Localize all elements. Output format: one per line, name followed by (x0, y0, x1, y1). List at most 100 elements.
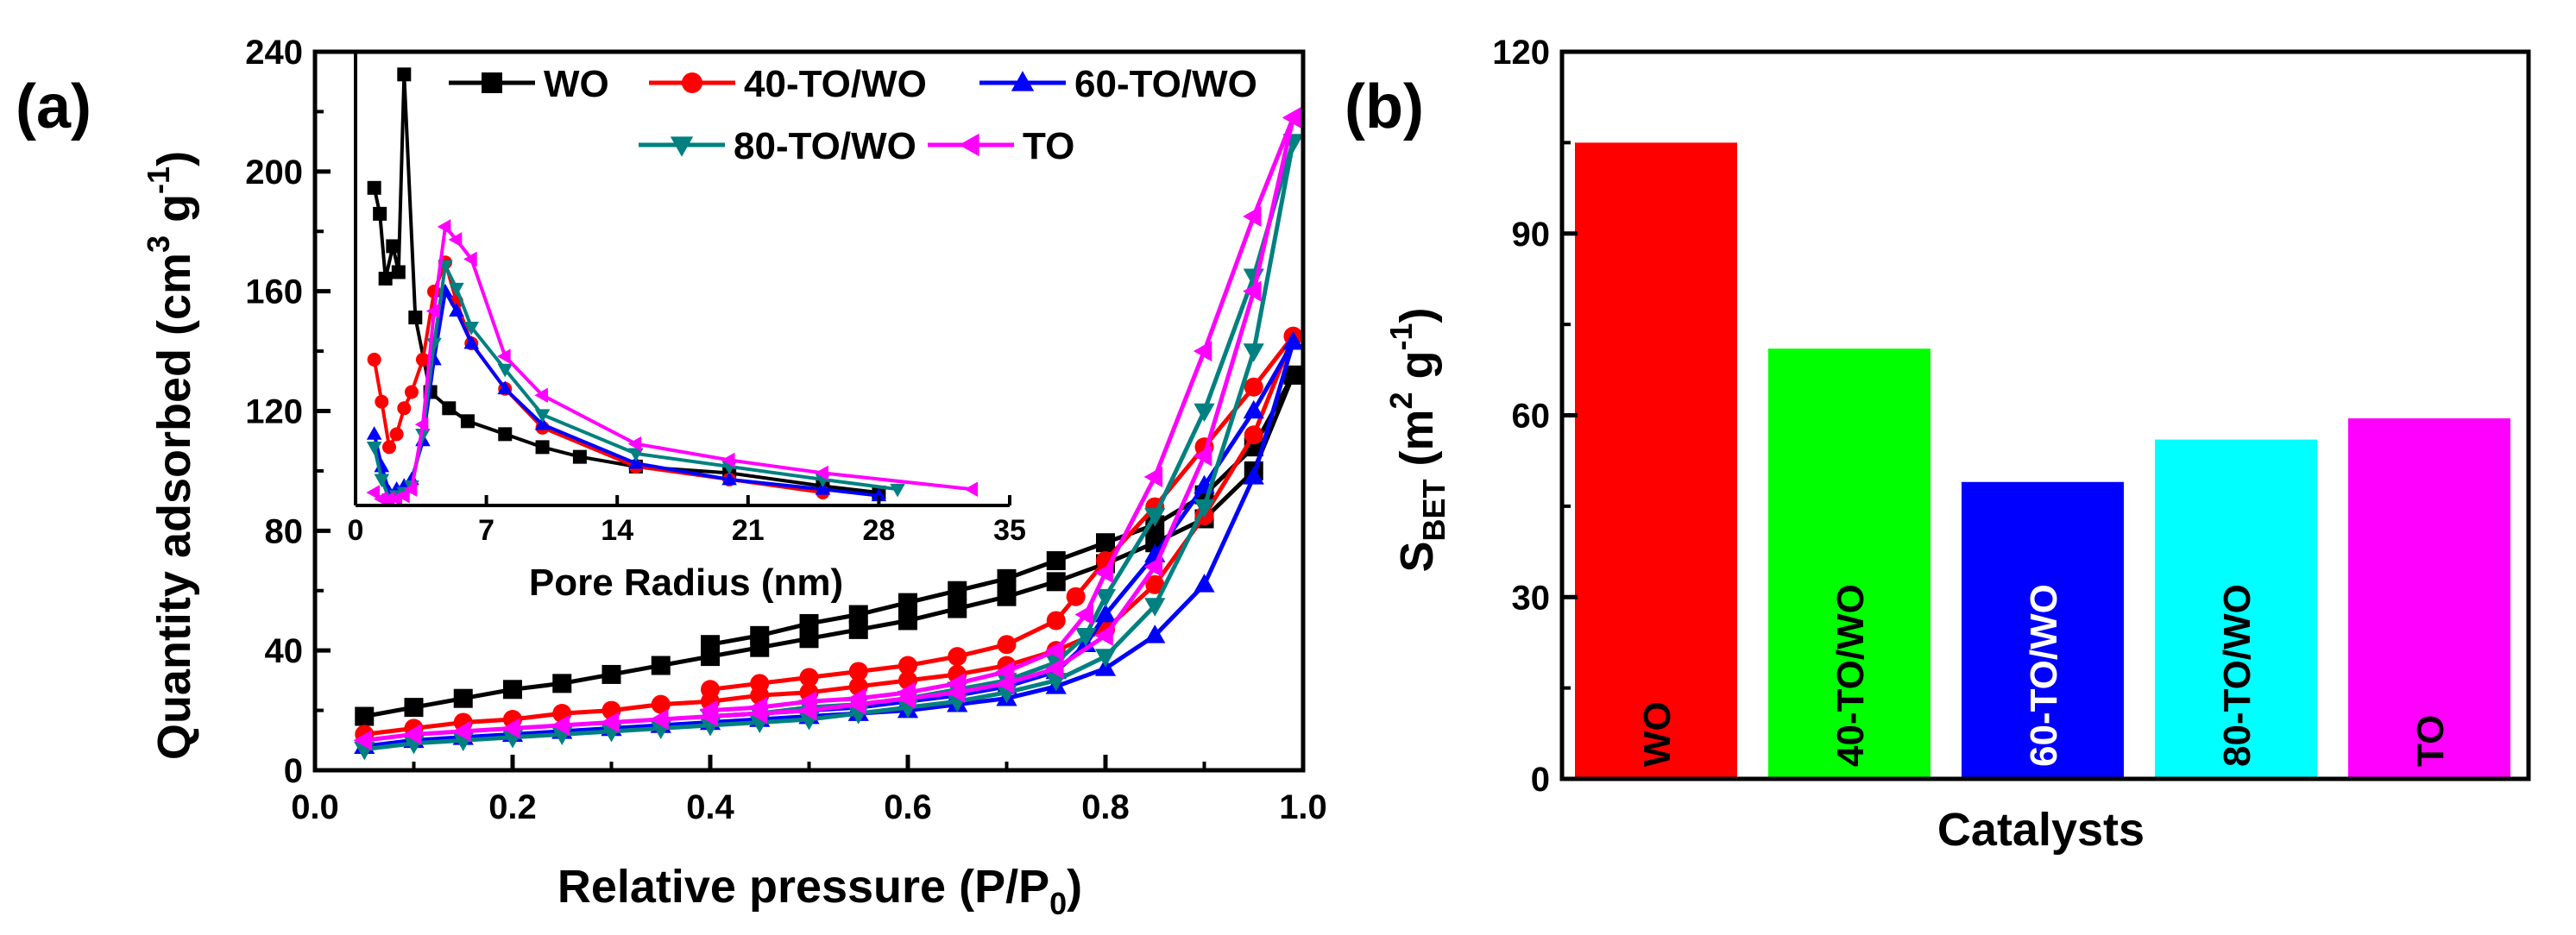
data-point-TO (1243, 280, 1262, 302)
data-point-WO (355, 706, 375, 726)
panel-a-legend: WO 40-TO/WO 60-TO/WO 80-TO/WO TO (449, 63, 1257, 167)
inset-point-TO (403, 481, 418, 498)
inset-point-40-TO/WO (375, 394, 389, 409)
inset-point-WO (442, 401, 457, 416)
data-point-TO (501, 718, 520, 739)
y-tick-label: 200 (245, 154, 303, 191)
data-point-WO (799, 613, 819, 633)
bar-rect (1575, 142, 1737, 779)
inset-point-60-TO/WO (815, 481, 831, 495)
data-point-TO (1045, 640, 1064, 662)
data-point-TO (797, 691, 817, 712)
inset-point-80-TO/WO (628, 448, 644, 462)
x-tick-label: 0.6 (884, 788, 932, 826)
data-point-WO (1046, 551, 1066, 571)
panel-a-xlabel: Relative pressure (P/P0) (557, 861, 1082, 921)
data-point-WO (750, 625, 770, 645)
inset-x-tick-label: 0 (348, 514, 364, 547)
data-point-WO (898, 611, 917, 631)
data-point-60-TO/WO (1094, 603, 1117, 623)
legend-label: 80-TO/WO (734, 125, 916, 167)
data-point-40-TO/WO (848, 662, 868, 681)
legend-item-WO: WO (449, 63, 609, 105)
y-tick-label: 240 (245, 34, 303, 72)
bar-label: 60-TO/WO (2023, 584, 2065, 767)
data-point-40-TO/WO (651, 694, 671, 714)
data-point-TO (353, 730, 373, 751)
inset-point-80-TO/WO (449, 282, 464, 297)
panel-b-tag: (b) (1345, 72, 1424, 141)
inset-point-40-TO/WO (389, 427, 404, 442)
data-point-60-TO/WO (1194, 574, 1215, 593)
inset-point-TO (964, 481, 979, 498)
y-tick-label: 0 (1531, 761, 1550, 799)
y-tick-label: 160 (245, 273, 303, 311)
data-point-80-TO/WO (1243, 343, 1264, 362)
legend-item-TO: TO (928, 125, 1074, 167)
adsorption-line-80-TO/WO (364, 141, 1295, 752)
legend-item-80-TO/WO: 80-TO/WO (639, 125, 916, 167)
data-point-TO (402, 724, 422, 745)
inset-point-TO (414, 417, 429, 432)
legend-marker (1011, 71, 1035, 91)
data-point-40-TO/WO (1244, 425, 1263, 445)
bar-WO: WO (1575, 142, 1737, 779)
inset-point-80-TO/WO (497, 363, 513, 378)
data-point-TO (1143, 555, 1163, 578)
y-tick-label: 90 (1512, 216, 1551, 254)
inset-background (356, 48, 1010, 505)
data-point-TO (452, 720, 471, 742)
bar-rect (2348, 418, 2510, 779)
panel-b-xlabel: Catalysts (1937, 804, 2145, 856)
inset-point-TO (381, 491, 395, 507)
inset-point-80-TO/WO (366, 441, 382, 455)
inset-point-WO (535, 440, 550, 455)
bar-60-TO/WO: 60-TO/WO (1962, 481, 2124, 779)
bar-TO: TO (2348, 418, 2510, 779)
inset-point-WO (498, 427, 513, 442)
bar-label: WO (1636, 701, 1678, 767)
data-point-80-TO/WO (1094, 588, 1117, 608)
data-point-WO (453, 688, 473, 708)
inset-point-WO (408, 311, 423, 325)
data-point-WO (552, 674, 572, 693)
data-point-40-TO/WO (1145, 574, 1165, 594)
legend-label: WO (544, 63, 609, 105)
panel-b-ylabel: SBET (m2 g-1) (1383, 307, 1452, 572)
data-point-40-TO/WO (948, 647, 967, 667)
legend-marker (670, 136, 694, 157)
data-point-TO (1094, 562, 1113, 584)
y-tick-label: 120 (245, 393, 303, 431)
inset-point-60-TO/WO (463, 335, 480, 349)
data-point-80-TO/WO (1144, 508, 1166, 527)
data-point-80-TO/WO (1194, 403, 1215, 423)
inset-x-tick-label: 7 (478, 514, 494, 547)
data-point-TO (1094, 624, 1113, 646)
inset-point-WO (367, 180, 381, 195)
inset-point-80-TO/WO (374, 474, 390, 488)
data-point-WO (701, 635, 720, 655)
y-tick-label: 0 (284, 752, 303, 790)
data-point-TO (1074, 604, 1093, 625)
data-point-80-TO/WO (1075, 628, 1097, 647)
legend-label: 60-TO/WO (1074, 63, 1257, 105)
y-tick-label: 40 (265, 632, 304, 670)
legend-item-40-TO/WO: 40-TO/WO (649, 63, 927, 105)
data-point-TO (551, 714, 570, 737)
data-point-TO (1143, 466, 1163, 487)
legend-item-60-TO/WO: 60-TO/WO (979, 63, 1257, 105)
legend-marker (482, 72, 502, 93)
data-point-WO (601, 664, 621, 684)
data-point-60-TO/WO (1243, 466, 1264, 485)
series-TO (353, 107, 1301, 751)
bar-40-TO/WO: 40-TO/WO (1768, 348, 1930, 779)
inset-point-WO (572, 449, 587, 464)
data-point-WO (948, 599, 967, 618)
y-tick-label: 60 (1512, 398, 1551, 436)
panel-a-ylabel: Quantity adsorbed (cm3 g-1) (141, 151, 200, 760)
bar-80-TO/WO: 80-TO/WO (2155, 439, 2317, 779)
legend-marker (959, 133, 979, 157)
inset-point-TO (374, 491, 387, 507)
y-tick-label: 80 (265, 512, 304, 550)
inset-point-WO (386, 239, 400, 254)
